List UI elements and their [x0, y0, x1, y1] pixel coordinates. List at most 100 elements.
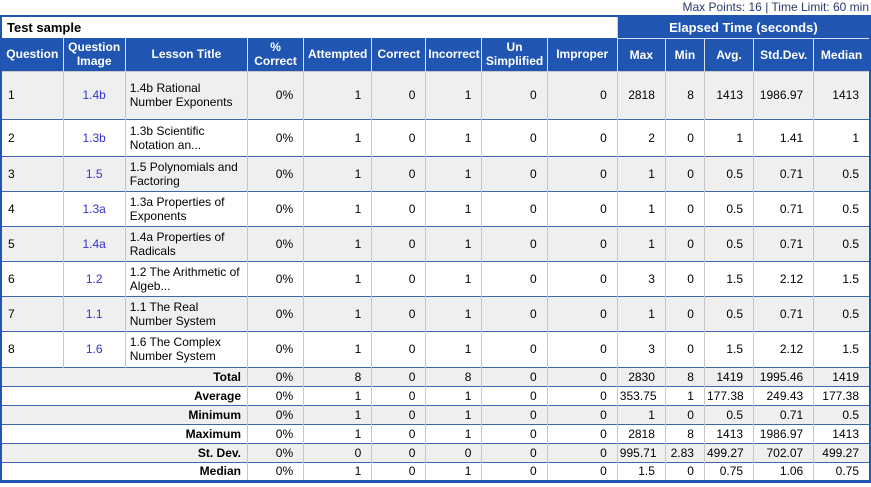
stat-cell: 1 — [303, 119, 373, 156]
stat-cell: 0% — [247, 191, 305, 226]
summary-stat-cell: 0.75 — [835, 464, 859, 478]
summary-stat-cell: 0 — [371, 367, 427, 386]
stat-cell: 0.71 — [753, 191, 815, 226]
summary-label-cell: St. Dev. — [1, 443, 249, 462]
col-header-unsimplified: Un Simplified — [481, 38, 548, 72]
stat-cell: 1 — [303, 71, 373, 119]
stat-cell: 1.5 — [704, 261, 755, 296]
lesson-title-cell: 1.4a Properties of Radicals — [125, 226, 249, 261]
stat-cell: 0% — [247, 71, 305, 119]
table-row: 4 1.3a 1.3a Properties of Exponents 0% 1 0 1 0 0… — [1, 191, 870, 226]
stat-cell: 0 — [547, 226, 618, 261]
question-number-cell: 5 — [1, 226, 64, 261]
summary-stat-cell: 0% — [247, 386, 305, 405]
stat-cell: 1 — [425, 226, 483, 261]
stat-cell: 0 — [481, 296, 548, 331]
summary-stat-cell: 2830 — [617, 367, 666, 386]
summary-stat-cell: 1 — [425, 424, 483, 443]
summary-stat-cell: 0 — [371, 462, 427, 481]
stat-cell: 1 — [852, 130, 859, 145]
summary-body: Total 0% 8 0 8 0 0 2830 8 1419 1995.46 1419 Average 0… — [1, 367, 870, 481]
lesson-title-cell: 1.3b Scientific Notation an... — [125, 119, 249, 156]
stat-cell: 0 — [665, 119, 705, 156]
summary-stat-cell: 1 — [617, 405, 666, 424]
table-body: 1 1.4b 1.4b Rational Number Exponents 0% 1 0 1… — [1, 71, 870, 367]
summary-stat-cell: 0 — [665, 405, 705, 424]
stat-cell: 1 — [425, 191, 483, 226]
col-header-lesson-title: Lesson Title — [125, 38, 249, 72]
stat-cell: 0 — [665, 226, 705, 261]
col-header-pct-correct: % Correct — [247, 38, 305, 72]
question-image-link[interactable]: 1.3a — [82, 201, 106, 216]
summary-stat-cell: 0 — [547, 405, 618, 424]
summary-stat-cell: 177.38 — [822, 388, 859, 403]
stat-cell: 1 — [425, 261, 483, 296]
summary-stat-cell: 0 — [303, 443, 373, 462]
summary-stat-cell: 0 — [371, 443, 427, 462]
question-image-link[interactable]: 1.3b — [82, 130, 106, 145]
stat-cell: 0 — [371, 261, 427, 296]
summary-stat-cell: 0% — [247, 405, 305, 424]
lesson-title-cell: 1.1 The Real Number System — [125, 296, 249, 331]
question-image-link[interactable]: 1.1 — [85, 306, 103, 321]
summary-stat-cell: 8 — [665, 424, 705, 443]
stat-cell: 2 — [617, 119, 666, 156]
question-number-cell: 2 — [1, 119, 64, 156]
info-bar: Max Points: 16 | Time Limit: 60 min — [0, 0, 871, 15]
stat-cell: 1 — [704, 119, 755, 156]
stat-cell: 0 — [371, 156, 427, 191]
summary-stat-cell: 0 — [481, 367, 548, 386]
stat-cell: 1 — [303, 156, 373, 191]
stat-cell: 0 — [547, 331, 618, 367]
question-image-cell: 1.4b — [63, 71, 126, 119]
question-image-link[interactable]: 1.2 — [85, 271, 103, 286]
table-row: 2 1.3b 1.3b Scientific Notation an... 0% 1 0 1… — [1, 119, 870, 156]
stat-cell: 0.5 — [704, 226, 755, 261]
stat-cell: 1 — [617, 191, 666, 226]
summary-stat-cell: 1986.97 — [753, 424, 815, 443]
stat-cell: 0% — [247, 119, 305, 156]
stat-cell: 1 — [617, 296, 666, 331]
question-image-link[interactable]: 1.4b — [82, 88, 106, 102]
question-image-cell: 1.1 — [63, 296, 126, 331]
summary-stat-cell: 0 — [547, 443, 618, 462]
summary-row: Total 0% 8 0 8 0 0 2830 8 1419 1995.46 1419 — [1, 367, 870, 386]
summary-stat-cell: 0% — [247, 424, 305, 443]
stat-cell: 0% — [247, 156, 305, 191]
summary-stat-cell: 1419 — [704, 367, 755, 386]
stat-cell: 0 — [481, 71, 548, 119]
col-header-max: Max — [617, 38, 666, 72]
stat-cell: 0.5 — [842, 306, 859, 321]
summary-stat-cell: 0% — [247, 367, 305, 386]
stat-cell: 0% — [247, 331, 305, 367]
question-image-link[interactable]: 1.6 — [85, 342, 103, 356]
stat-cell: 3 — [617, 331, 666, 367]
summary-stat-cell: 0 — [481, 405, 548, 424]
question-image-link[interactable]: 1.5 — [85, 166, 103, 181]
summary-stat-cell: 0.71 — [753, 405, 815, 424]
summary-label-cell: Average — [1, 386, 249, 405]
col-header-question-image: Question Image — [63, 38, 126, 72]
results-table: Test sample Elapsed Time (seconds) Quest… — [0, 15, 871, 483]
stat-cell: 1 — [425, 296, 483, 331]
stat-cell: 0 — [371, 226, 427, 261]
stat-cell: 0.5 — [704, 156, 755, 191]
table-row: 6 1.2 1.2 The Arithmetic of Algeb... 0% 1 0 1 0… — [1, 261, 870, 296]
lesson-title-cell: 1.6 The Complex Number System — [125, 331, 249, 367]
stat-cell: 1.5 — [842, 342, 859, 356]
summary-stat-cell: 0 — [481, 443, 548, 462]
stat-cell: 0.71 — [753, 226, 815, 261]
question-number-cell: 1 — [1, 71, 64, 119]
stat-cell: 1.41 — [753, 119, 815, 156]
question-number-cell: 3 — [1, 156, 64, 191]
table-row: 3 1.5 1.5 Polynomials and Factoring 0% 1 0 1 0 0… — [1, 156, 870, 191]
stat-cell: 0% — [247, 226, 305, 261]
stat-cell: 0 — [371, 296, 427, 331]
stat-cell: 0% — [247, 296, 305, 331]
stat-cell: 2.12 — [753, 331, 815, 367]
stat-cell: 1986.97 — [753, 71, 815, 119]
summary-label-cell: Median — [1, 462, 249, 481]
col-header-avg: Avg. — [704, 38, 755, 72]
summary-label-cell: Maximum — [1, 424, 249, 443]
question-image-link[interactable]: 1.4a — [82, 236, 106, 251]
